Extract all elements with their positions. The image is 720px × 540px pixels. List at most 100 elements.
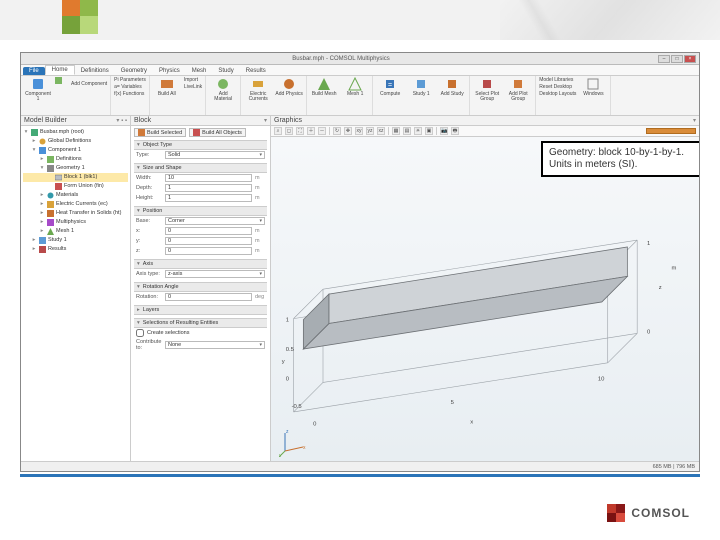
mesh-dropdown[interactable]: Mesh 1 (341, 77, 369, 97)
component-icon (31, 77, 45, 91)
add-study-button[interactable]: Add Study (438, 77, 466, 97)
model-builder-title: Model Builder (24, 117, 67, 124)
tab-results[interactable]: Results (240, 67, 272, 75)
svg-text:0: 0 (313, 422, 317, 428)
transparency-tool[interactable]: ▦ (392, 127, 400, 135)
svg-text:y: y (282, 359, 285, 365)
depth-input[interactable]: 1 (165, 184, 252, 192)
add-plot-group-button[interactable]: Add Plot Group (504, 77, 532, 102)
decorative-diagonal-2 (500, 0, 580, 40)
width-input[interactable]: 10 (165, 174, 252, 182)
xz-view-tool[interactable]: xz (377, 127, 385, 135)
compute-icon: = (383, 77, 397, 91)
zoom-in-tool[interactable]: ＋ (307, 127, 315, 135)
tab-definitions[interactable]: Definitions (75, 67, 115, 75)
print-tool[interactable]: 🖶 (451, 127, 459, 135)
desktop-layouts-button[interactable]: Desktop Layouts (539, 91, 576, 97)
yz-view-tool[interactable]: yz (366, 127, 374, 135)
svg-text:10: 10 (598, 376, 605, 382)
livelink-button[interactable]: LiveLink (184, 84, 202, 90)
wireframe-tool[interactable]: ▤ (403, 127, 411, 135)
panel-controls-icon[interactable]: ▾ ▪ ▪ (116, 117, 127, 124)
settings-title: Block (134, 117, 151, 124)
pan-tool[interactable]: ✥ (344, 127, 352, 135)
rotate-tool[interactable]: ↻ (333, 127, 341, 135)
tab-geometry[interactable]: Geometry (115, 67, 153, 75)
rotation-input[interactable]: 0 (165, 293, 252, 301)
plot-group-dropdown[interactable]: Select Plot Group (473, 77, 501, 102)
xy-view-tool[interactable]: xy (355, 127, 363, 135)
tab-home[interactable]: Home (45, 65, 75, 75)
lighting-tool[interactable]: ☀ (414, 127, 422, 135)
parameters-button[interactable]: Pi Parameters (114, 77, 146, 83)
size-section: Size and Shape (143, 165, 182, 171)
svg-text:0: 0 (647, 329, 651, 335)
physics-dropdown[interactable]: Electric Currents (244, 77, 272, 102)
axis-triad-icon: z x y (279, 427, 309, 457)
import-button[interactable]: Import (184, 77, 202, 83)
component-dropdown[interactable]: Component 1 (24, 77, 52, 102)
functions-button[interactable]: f(x) Functions (114, 91, 146, 97)
layers-section[interactable]: Layers (143, 307, 160, 313)
x-input[interactable]: 0 (165, 227, 252, 235)
settings-panel: Block▾ Build Selected Build All Objects … (131, 116, 271, 461)
snapshot-tool[interactable]: 📷 (440, 127, 448, 135)
axis-section: Axis (143, 261, 153, 267)
model-libraries-button[interactable]: Model Libraries (539, 77, 576, 83)
tab-mesh[interactable]: Mesh (186, 67, 213, 75)
ribbon-tab-strip: File Home Definitions Geometry Physics M… (21, 65, 699, 76)
add-component-button[interactable]: Add Component (55, 77, 107, 91)
create-selections-checkbox[interactable] (136, 329, 144, 337)
build-selected-button[interactable]: Build Selected (134, 128, 186, 137)
model-tree[interactable]: ▾Busbar.mph (root) ▸Global Definitions ▾… (21, 126, 130, 461)
build-mesh-button[interactable]: Build Mesh (310, 77, 338, 97)
graphics-title: Graphics (274, 117, 302, 124)
svg-text:z: z (659, 285, 662, 291)
zoom-out-tool[interactable]: － (318, 127, 326, 135)
maximize-button[interactable]: □ (671, 55, 683, 63)
geometry-callout: Geometry: block 10-by-1-by-1. Units in m… (541, 141, 699, 177)
svg-text:0: 0 (286, 376, 290, 382)
compute-button[interactable]: = Compute (376, 77, 404, 97)
build-all-objects-button[interactable]: Build All Objects (189, 128, 246, 137)
base-select[interactable]: Corner▾ (165, 217, 265, 225)
svg-text:z: z (286, 429, 289, 435)
z-input[interactable]: 0 (165, 247, 252, 255)
type-select[interactable]: Solid▾ (165, 151, 265, 159)
tree-node-block[interactable]: Block 1 (blk1) (23, 173, 128, 182)
add-physics-icon (282, 77, 296, 91)
svg-text:=: = (388, 82, 392, 89)
window-title: Busbar.mph - COMSOL Multiphysics (292, 56, 389, 62)
model-builder-panel: Model Builder ▾ ▪ ▪ ▾Busbar.mph (root) ▸G… (21, 116, 131, 461)
tab-file[interactable]: File (23, 67, 45, 75)
zoom-tool[interactable]: ⌕ (274, 127, 282, 135)
svg-text:5: 5 (451, 400, 455, 406)
svg-text:m: m (672, 266, 677, 272)
windows-button[interactable]: Windows (579, 77, 607, 97)
graphics-canvas[interactable]: Geometry: block 10-by-1-by-1. Units in m… (271, 137, 699, 461)
minimize-button[interactable]: – (658, 55, 670, 63)
axis-select[interactable]: z-axis▾ (165, 270, 265, 278)
study-dropdown[interactable]: Study 1 (407, 77, 435, 97)
mesh-icon (317, 77, 331, 91)
build-all-button[interactable]: Build All (153, 77, 181, 97)
close-button[interactable]: × (684, 55, 696, 63)
zoom-box-tool[interactable]: ◻ (285, 127, 293, 135)
graphics-toolbar: ⌕ ◻ ⛶ ＋ － ↻ ✥ xy yz xz ▦ ▤ ☀ ▣ 📷 🖶 (271, 126, 699, 137)
build-all-icon (193, 129, 200, 136)
add-physics-button[interactable]: Add Physics (275, 77, 303, 97)
selection-tool[interactable]: ▣ (425, 127, 433, 135)
tab-physics[interactable]: Physics (153, 67, 186, 75)
status-bar: 685 MB | 796 MB (21, 461, 699, 471)
add-material-button[interactable]: Add Material (209, 77, 237, 102)
y-input[interactable]: 0 (165, 237, 252, 245)
reset-desktop-button[interactable]: Reset Desktop (539, 84, 576, 90)
zoom-extents-tool[interactable]: ⛶ (296, 127, 304, 135)
variables-button[interactable]: a= Variables (114, 84, 146, 90)
svg-text:-0.5: -0.5 (292, 404, 303, 410)
svg-text:x: x (470, 420, 473, 426)
contribute-select[interactable]: None▾ (165, 341, 265, 349)
height-input[interactable]: 1 (165, 194, 252, 202)
plot-icon (480, 77, 494, 91)
tab-study[interactable]: Study (212, 67, 239, 75)
